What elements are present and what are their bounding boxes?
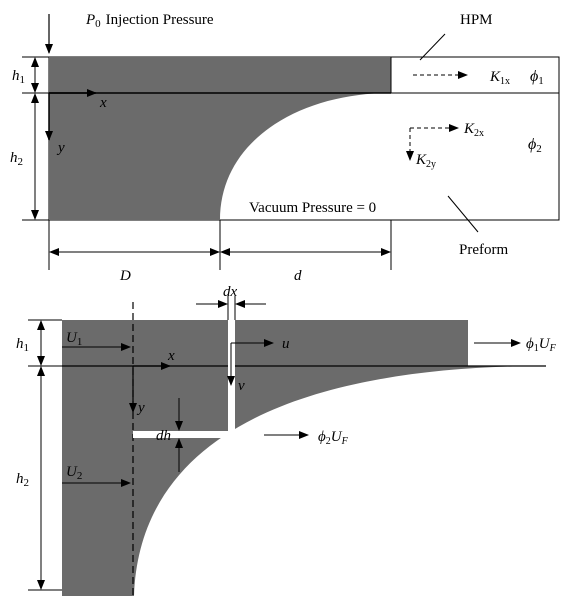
hpm-layer-outline [390, 56, 560, 94]
k1x-label: K1x [489, 69, 510, 87]
phi1-label: ϕ1 [530, 68, 544, 87]
top-y-label: y [56, 140, 65, 156]
phi1-uf-label: ϕ1UF [526, 336, 557, 354]
dh-label: dh [156, 428, 171, 444]
u1-label: U1 [66, 330, 82, 348]
k2x-label: K2x [463, 121, 484, 139]
dx-label: dx [223, 284, 238, 300]
preform-flow-region [49, 93, 391, 220]
u2-label: U2 [66, 464, 82, 482]
v-label: v [238, 378, 245, 394]
vacuum-pressure-label: Vacuum Pressure = 0 [249, 200, 376, 216]
d-label: d [294, 268, 302, 284]
D-label: D [119, 268, 131, 284]
dh-strip [133, 431, 235, 438]
hpm-leader [419, 33, 446, 61]
bottom-diagram: x y U1 U2 dx u v dh ϕ2UF ϕ1UF [16, 284, 557, 596]
top-h1-label: h1 [12, 68, 25, 86]
top-h2-label: h2 [10, 150, 23, 168]
k2y-label: K2y [415, 152, 436, 170]
u-label: u [282, 336, 290, 352]
bottom-preform-region [62, 366, 546, 596]
phi2-label: ϕ2 [528, 136, 542, 155]
injection-pressure-label: P0 Injection Pressure [85, 12, 214, 30]
top-x-label: x [99, 95, 107, 111]
preform-label: Preform [459, 242, 508, 258]
hpm-layer-fill [49, 57, 391, 93]
hpm-label: HPM [460, 12, 493, 28]
bottom-h2-label: h2 [16, 471, 29, 489]
phi2-uf-label: ϕ2UF [318, 429, 349, 447]
top-diagram: x y P0 Injection Pressure h1 h2 HPM K1x ϕ… [10, 12, 560, 284]
preform-leader [447, 195, 479, 233]
bottom-y-label: y [136, 400, 145, 416]
bottom-h1-label: h1 [16, 336, 29, 354]
bottom-x-label: x [167, 348, 175, 364]
